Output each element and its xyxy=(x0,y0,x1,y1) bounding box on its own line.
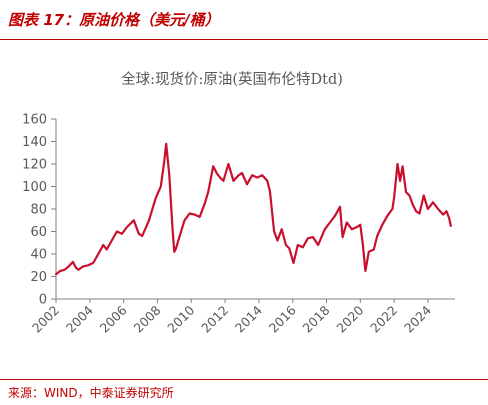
x-tick-label: 2002 xyxy=(29,303,62,336)
y-tick-label: 100 xyxy=(22,180,47,195)
x-tick-label: 2008 xyxy=(130,302,163,335)
source-note: 来源：WIND，中泰证券研究所 xyxy=(8,386,174,400)
y-tick-label: 40 xyxy=(30,248,47,263)
x-tick-label: 2022 xyxy=(367,303,400,336)
x-tick-label: 2006 xyxy=(97,302,130,335)
x-tick-label: 2014 xyxy=(232,302,265,335)
x-tick-label: 2024 xyxy=(401,302,434,335)
x-tick-label: 2012 xyxy=(198,303,231,336)
figure-header: 图表 17：原油价格（美元/桶） xyxy=(0,0,488,40)
brent-price-line xyxy=(54,142,452,276)
x-axis: 2002 2004 2006 2008 2010 2012 2014 2016 2018 2020… xyxy=(29,298,455,336)
chart-title: 全球:现货价:原油(英国布伦特Dtd) xyxy=(121,70,343,88)
y-tick-label: 140 xyxy=(22,135,47,150)
plot-area xyxy=(54,142,452,276)
footer-rule xyxy=(0,379,488,380)
y-tick-label: 20 xyxy=(30,270,47,285)
header-rule xyxy=(0,39,488,40)
y-tick-label: 120 xyxy=(22,158,47,173)
y-tick-label: 160 xyxy=(22,113,47,128)
y-tick-label: 0 xyxy=(39,293,47,308)
y-tick-label: 60 xyxy=(30,225,47,240)
figure-title: 图表 17：原油价格（美元/桶） xyxy=(8,11,220,29)
x-tick-label: 2018 xyxy=(300,302,333,335)
y-tick-label: 80 xyxy=(30,203,47,218)
x-tick-label: 2016 xyxy=(266,302,299,335)
crude-oil-price-chart: 全球:现货价:原油(英国布伦特Dtd) 0 20 40 60 80 100 120 140 16… xyxy=(22,70,455,336)
x-tick-label: 2010 xyxy=(164,302,197,335)
x-tick-label: 2020 xyxy=(333,302,366,335)
y-axis: 0 20 40 60 80 100 120 140 160 xyxy=(22,113,57,308)
x-tick-label: 2004 xyxy=(63,302,96,335)
